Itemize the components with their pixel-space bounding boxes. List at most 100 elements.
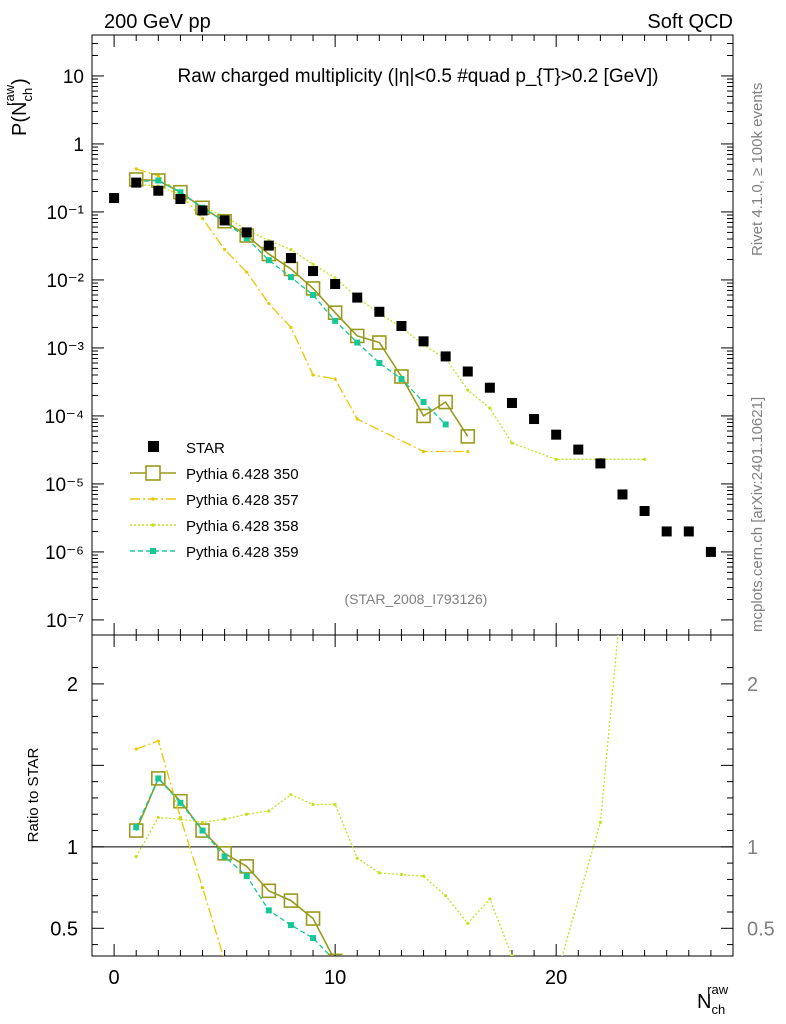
- legend-label-star: STAR: [186, 440, 225, 457]
- main-y-tick-label: 10⁻²: [47, 271, 85, 292]
- data-point-pythia-6-428-350: [438, 394, 453, 410]
- series-line-pythia-6-428-350: [136, 178, 469, 437]
- ratio-point-pythia-6-428-358: [510, 954, 514, 956]
- analysis-id-label: (STAR_2008_I793126): [345, 591, 488, 607]
- data-point-pythia-6-428-358: [466, 388, 470, 392]
- ratio-point-pythia-6-428-359: [133, 824, 140, 831]
- data-point-pythia-6-428-359: [420, 399, 427, 406]
- ratio-point-pythia-6-428-350: [151, 771, 166, 786]
- ratio-series-layer: [128, 635, 619, 979]
- main-series-layer: [109, 167, 716, 557]
- mcplots-url-label: mcplots.cern.ch [arXiv:2401.10621]: [749, 397, 766, 632]
- data-point-star: [595, 458, 606, 469]
- ratio-point-pythia-6-428-358: [223, 817, 227, 821]
- legend-label-pythia-6-428-357: Pythia 6.428 357: [186, 492, 299, 509]
- data-point-pythia-6-428-357: [466, 449, 470, 454]
- data-point-pythia-6-428-359: [354, 339, 361, 346]
- ratio-plot-frame: [91, 634, 734, 957]
- data-point-pythia-6-428-358: [289, 247, 293, 252]
- ratio-line-pythia-6-428-357: [135, 740, 224, 956]
- ratio-point-pythia-6-428-359: [155, 775, 162, 782]
- data-point-star: [661, 526, 672, 537]
- data-point-star: [529, 414, 540, 425]
- ratio-point-pythia-6-428-359: [310, 935, 317, 942]
- ratio-point-pythia-6-428-358: [333, 802, 337, 807]
- rivet-version-label: Rivet 4.1.0, ≥ 100k events: [749, 83, 766, 256]
- data-point-star: [175, 193, 186, 204]
- main-y-tick-label: 1: [73, 135, 84, 156]
- data-point-star: [352, 292, 363, 303]
- legend-label-pythia-6-428-359: Pythia 6.428 359: [186, 544, 299, 561]
- data-point-star: [263, 240, 274, 251]
- data-point-star: [374, 306, 385, 317]
- legend-marker-pythia-6-428-357: [151, 497, 155, 501]
- data-point-star: [418, 336, 429, 347]
- ratio-point-pythia-6-428-358: [156, 815, 160, 820]
- legend-marker-pythia-6-428-359: [150, 548, 156, 554]
- data-point-pythia-6-428-359: [332, 317, 339, 324]
- ratio-point-pythia-6-428-358: [355, 856, 359, 860]
- legend-marker-pythia-6-428-350: [145, 465, 161, 481]
- data-point-star: [573, 444, 584, 455]
- legend: STAR Pythia 6.428 350 Pythia 6.428 357 Pyth…: [130, 440, 299, 561]
- data-point-pythia-6-428-357: [200, 216, 205, 221]
- ratio-point-pythia-6-428-350: [327, 953, 343, 956]
- ratio-point-pythia-6-428-358: [421, 874, 426, 878]
- header-energy-label: 200 GeV pp: [104, 11, 211, 33]
- ratio-point-pythia-6-428-358: [532, 976, 535, 979]
- data-point-pythia-6-428-358: [488, 406, 492, 410]
- ratio-point-pythia-6-428-358: [598, 820, 602, 824]
- ratio-point-pythia-6-428-358: [289, 793, 293, 797]
- data-point-pythia-6-428-357: [421, 449, 426, 454]
- data-point-star: [639, 505, 650, 516]
- ratio-point-pythia-6-428-350: [128, 823, 144, 838]
- ratio-point-pythia-6-428-358: [488, 897, 492, 901]
- data-point-pythia-6-428-350: [217, 213, 232, 229]
- data-point-pythia-6-428-359: [243, 235, 250, 242]
- data-point-pythia-6-428-359: [265, 257, 272, 264]
- data-point-star: [551, 429, 562, 440]
- legend-marker-pythia-6-428-358: [151, 523, 155, 527]
- data-point-star: [506, 397, 517, 408]
- svg-text:Nchraw: Nchraw: [697, 982, 729, 1017]
- ratio-y-axis-label: Ratio to STAR: [25, 747, 42, 842]
- data-point-star: [241, 227, 252, 238]
- ratio-y-tick-label-right: 0.5: [747, 918, 775, 940]
- ratio-point-pythia-6-428-358: [444, 894, 448, 898]
- ratio-point-pythia-6-428-350: [195, 823, 210, 838]
- data-point-star: [109, 193, 120, 204]
- data-point-pythia-6-428-359: [442, 421, 449, 428]
- ratio-point-pythia-6-428-358: [399, 872, 404, 877]
- data-point-pythia-6-428-358: [333, 276, 337, 280]
- data-point-star: [219, 215, 230, 226]
- data-point-pythia-6-428-350: [372, 335, 387, 350]
- data-point-pythia-6-428-358: [311, 262, 315, 266]
- ratio-y-tick-label-right: 1: [747, 837, 758, 859]
- ratio-point-pythia-6-428-358: [377, 871, 381, 875]
- data-point-pythia-6-428-357: [289, 325, 293, 330]
- ratio-point-pythia-6-428-350: [283, 893, 299, 908]
- main-y-tick-label: 10⁻¹: [47, 203, 85, 224]
- data-point-pythia-6-428-350: [394, 369, 409, 384]
- ratio-point-pythia-6-428-357: [200, 885, 205, 890]
- x-tick-label: 0: [109, 967, 120, 989]
- ratio-point-pythia-6-428-357: [134, 747, 138, 751]
- ratio-point-pythia-6-428-358: [245, 812, 249, 816]
- ratio-point-pythia-6-428-358: [134, 855, 138, 859]
- data-point-pythia-6-428-358: [554, 457, 558, 461]
- legend-marker-star: [148, 441, 159, 452]
- data-point-pythia-6-428-357: [245, 270, 249, 274]
- data-point-pythia-6-428-359: [310, 292, 317, 299]
- data-point-pythia-6-428-350: [460, 429, 476, 444]
- ratio-point-pythia-6-428-359: [221, 853, 228, 860]
- data-point-star: [197, 205, 208, 216]
- data-point-pythia-6-428-359: [155, 177, 162, 184]
- svg-text:P(Nchraw): P(Nchraw): [2, 78, 35, 136]
- ratio-point-pythia-6-428-359: [243, 873, 250, 880]
- main-y-tick-label: 10⁻⁴: [45, 407, 84, 428]
- data-point-pythia-6-428-359: [287, 274, 294, 281]
- ratio-point-pythia-6-428-359: [265, 907, 272, 914]
- ratio-point-pythia-6-428-350: [239, 859, 255, 874]
- main-y-tick-label: 10⁻⁷: [46, 611, 84, 632]
